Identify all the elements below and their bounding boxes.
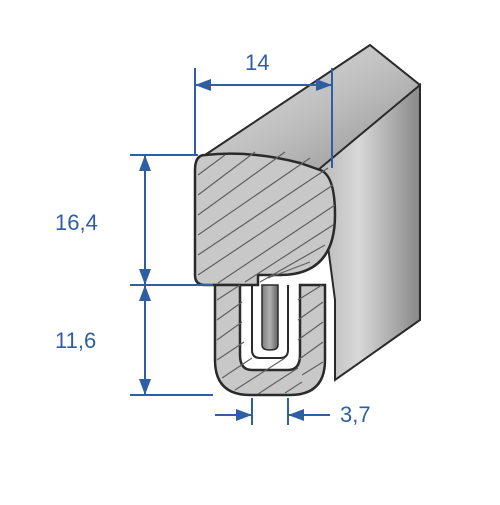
dim-label-lower-height: 11,6: [55, 328, 96, 354]
dim-label-upper-height: 16,4: [55, 210, 98, 236]
profile-cross-section: [195, 152, 335, 395]
diagram-container: 14 16,4 11,6 3,7: [0, 0, 500, 500]
dim-label-slot-width: 3,7: [340, 402, 371, 428]
dim-label-top-width: 14: [245, 50, 269, 76]
